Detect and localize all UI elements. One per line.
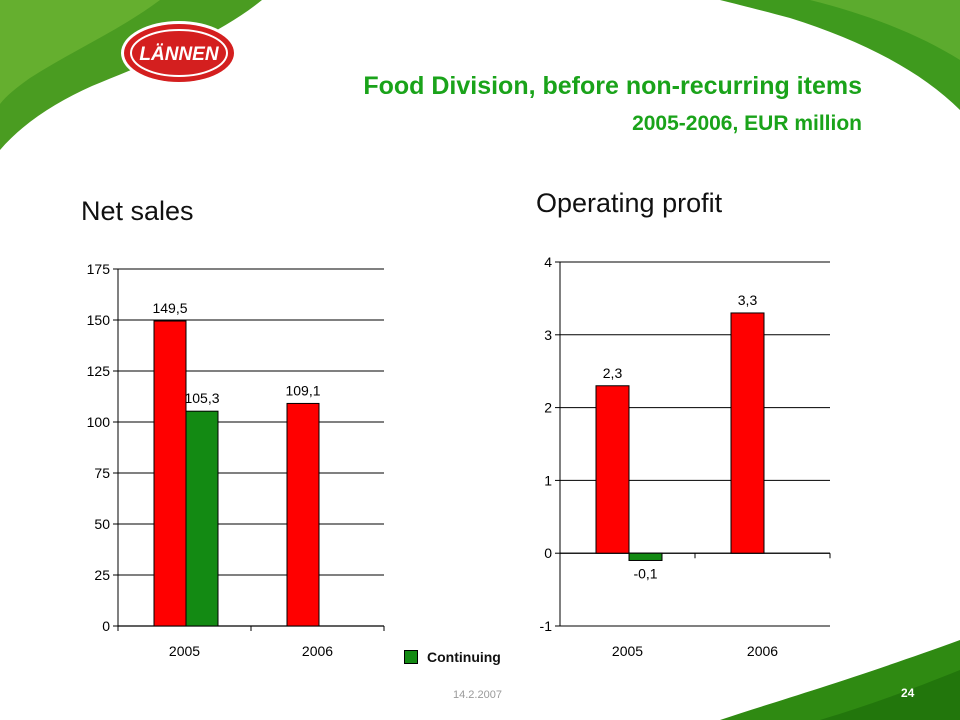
operating-profit-data-label: -0,1 — [633, 565, 657, 581]
net-sales-category-label: 2005 — [169, 643, 200, 659]
slide-title: Food Division, before non-recurring item… — [363, 72, 862, 100]
footer-date: 14.2.2007 — [453, 689, 502, 701]
top-right-leaf-highlight — [810, 0, 960, 60]
net-sales-bar-2006 — [286, 402, 320, 627]
lannen-logo: LÄNNEN — [121, 21, 237, 85]
net-sales-y-tick-label: 75 — [94, 465, 110, 481]
operating-profit-y-tick-label: 1 — [544, 472, 552, 488]
operating-profit-data-label: 3,3 — [738, 292, 758, 308]
operating-profit-category-label: 2005 — [612, 643, 643, 659]
net-sales-category-label: 2006 — [302, 643, 333, 659]
operating-profit-y-tick-label: -1 — [540, 618, 553, 634]
operating-profit-y-tick-label: 3 — [544, 327, 552, 343]
operating-profit-chart: -1 0 1 2 3 4 2005 2006 2,3 -0,1 3,3 — [540, 254, 831, 659]
net-sales-data-label: 149,5 — [152, 300, 187, 316]
operating-profit-y-tick-label: 0 — [544, 545, 552, 561]
operating-profit-data-label: 2,3 — [603, 365, 623, 381]
operating-profit-y-tick-label: 2 — [544, 400, 552, 416]
chart-legend: Continuing — [404, 648, 501, 666]
logo-text: LÄNNEN — [139, 44, 219, 65]
net-sales-y-tick-label: 150 — [87, 312, 111, 328]
net-sales-data-label: 105,3 — [184, 390, 219, 406]
net-sales-y-tick-label: 0 — [102, 618, 110, 634]
bottom-right-leaf-highlight — [820, 670, 960, 720]
operating-profit-bar-2005 — [595, 385, 630, 554]
slide-subtitle: 2005-2006, EUR million — [632, 112, 862, 135]
operating-profit-bar-2006 — [730, 312, 765, 554]
net-sales-y-tick-label: 125 — [87, 363, 111, 379]
net-sales-heading: Net sales — [81, 196, 194, 226]
net-sales-y-tick-label: 100 — [87, 414, 111, 430]
legend-label-continuing: Continuing — [427, 649, 501, 665]
operating-profit-bar-2005-continuing — [628, 552, 663, 561]
operating-profit-category-label: 2006 — [747, 643, 778, 659]
net-sales-bar-2005 — [153, 320, 187, 627]
net-sales-y-tick-label: 175 — [87, 261, 111, 277]
net-sales-chart: 0 25 50 75 100 125 150 175 2005 2006 149,5 105,3 109… — [87, 261, 385, 659]
legend-swatch-continuing — [404, 650, 418, 664]
net-sales-data-label: 109,1 — [285, 382, 320, 398]
page-number: 24 — [901, 686, 915, 700]
net-sales-y-tick-label: 50 — [94, 516, 110, 532]
operating-profit-heading: Operating profit — [536, 188, 723, 218]
operating-profit-y-tick-label: 4 — [544, 254, 552, 270]
top-left-leaf-highlight — [0, 0, 160, 104]
net-sales-bar-2005-continuing — [185, 410, 219, 627]
net-sales-y-tick-label: 25 — [94, 567, 110, 583]
